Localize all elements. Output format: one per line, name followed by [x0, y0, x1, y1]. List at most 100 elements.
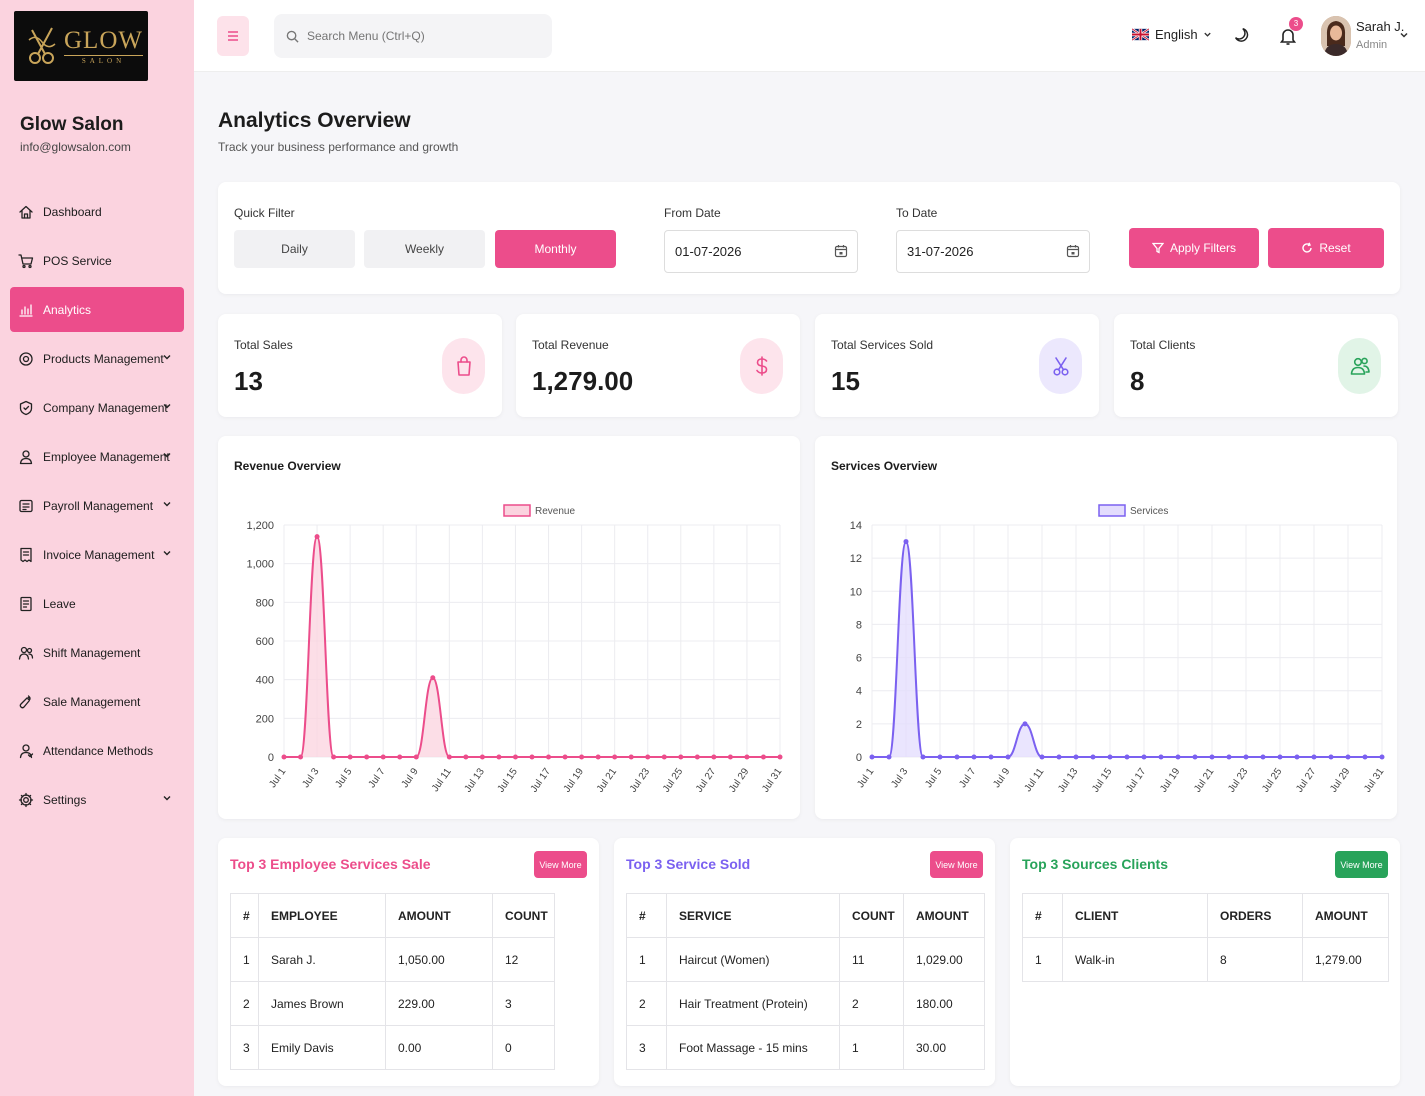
data-point — [1107, 754, 1113, 760]
brand-logo[interactable]: GLOW SALON — [14, 11, 148, 81]
table-row[interactable]: 2 Hair Treatment (Protein) 2 180.00 — [626, 981, 985, 1026]
sidebar-item-invoice-management[interactable]: Invoice Management — [10, 532, 184, 577]
data-point — [1243, 754, 1249, 760]
sidebar-item-label: Shift Management — [43, 645, 141, 660]
column-header[interactable]: EMPLOYEE — [258, 893, 386, 938]
filter-weekly-button[interactable]: Weekly — [364, 230, 485, 268]
x-tick-label: Jul 5 — [923, 766, 944, 790]
chevron-down-icon — [1203, 32, 1211, 37]
search-icon — [286, 30, 299, 43]
column-header[interactable]: SERVICE — [666, 893, 840, 938]
sidebar-item-pos-service[interactable]: POS Service — [10, 238, 184, 283]
chevron-down-icon — [163, 502, 171, 507]
data-point — [281, 754, 287, 760]
notification-bell-icon[interactable] — [1278, 26, 1298, 46]
table-row[interactable]: 2 James Brown 229.00 3 — [230, 981, 555, 1026]
filter-daily-button[interactable]: Daily — [234, 230, 355, 268]
table-row[interactable]: 1 Walk-in 8 1,279.00 — [1022, 937, 1389, 982]
table-title: Top 3 Sources Clients — [1022, 856, 1168, 872]
sidebar-item-dashboard[interactable]: Dashboard — [10, 189, 184, 234]
column-header[interactable]: # — [230, 893, 259, 938]
x-tick-label: Jul 13 — [463, 766, 488, 795]
search-input[interactable] — [307, 29, 527, 43]
sidebar-item-sale-management[interactable]: Sale Management — [10, 679, 184, 724]
table-cell: 180.00 — [903, 981, 985, 1026]
scissors-logo-icon — [28, 27, 56, 64]
table-cell: 30.00 — [903, 1025, 985, 1070]
sidebar-item-settings[interactable]: Settings — [10, 777, 184, 822]
home-icon — [19, 205, 33, 219]
calendar-icon[interactable] — [1066, 244, 1080, 258]
y-tick-label: 1,000 — [246, 559, 274, 571]
table-row[interactable]: 1 Haircut (Women) 11 1,029.00 — [626, 937, 985, 982]
chart-title: Services Overview — [831, 459, 938, 473]
column-header[interactable]: COUNT — [492, 893, 555, 938]
view-more-button[interactable]: View More — [1335, 851, 1388, 878]
from-date-input[interactable]: 01-07-2026 — [664, 230, 858, 273]
user-menu-chevron-icon[interactable] — [1399, 30, 1409, 40]
sidebar-item-analytics[interactable]: Analytics — [10, 287, 184, 332]
view-more-button[interactable]: View More — [930, 851, 983, 878]
y-tick-label: 12 — [850, 553, 862, 565]
dark-mode-icon[interactable] — [1232, 26, 1250, 44]
x-tick-label: Jul 9 — [400, 766, 421, 790]
sidebar-item-attendance-methods[interactable]: Attendance Methods — [10, 728, 184, 773]
data-point — [661, 754, 667, 760]
reset-button[interactable]: Reset — [1268, 228, 1384, 268]
stat-card-total-services-sold: Total Services Sold 15 — [815, 314, 1099, 417]
column-header[interactable]: COUNT — [839, 893, 904, 938]
sidebar-item-payroll-management[interactable]: Payroll Management — [10, 483, 184, 528]
user-avatar-icon — [1321, 16, 1351, 56]
column-header[interactable]: AMOUNT — [903, 893, 985, 938]
x-tick-label: Jul 21 — [1192, 766, 1217, 795]
filter-monthly-button[interactable]: Monthly — [495, 230, 616, 268]
sidebar-item-label: Employee Management — [43, 449, 170, 464]
column-header[interactable]: CLIENT — [1062, 893, 1208, 938]
dollar-icon — [755, 356, 767, 376]
data-point — [1294, 754, 1300, 760]
table-row[interactable]: 3 Foot Massage - 15 mins 1 30.00 — [626, 1025, 985, 1070]
stat-value: 13 — [234, 366, 263, 396]
x-tick-label: Jul 19 — [1158, 766, 1183, 795]
sidebar-item-employee-management[interactable]: Employee Management — [10, 434, 184, 479]
to-date-input[interactable]: 31-07-2026 — [896, 230, 1090, 273]
data-point — [298, 754, 304, 760]
column-header[interactable]: # — [1022, 893, 1063, 938]
menu-toggle-button[interactable] — [217, 16, 249, 56]
calendar-icon[interactable] — [834, 244, 848, 258]
language-selector[interactable]: English — [1132, 27, 1212, 42]
table-row[interactable]: 3 Emily Davis 0.00 0 — [230, 1025, 555, 1070]
apply-filters-button[interactable]: Apply Filters — [1129, 228, 1259, 268]
x-tick-label: Jul 15 — [496, 766, 521, 795]
column-header[interactable]: ORDERS — [1207, 893, 1303, 938]
data-table: # SERVICE COUNT AMOUNT 1 Haircut (Women) 11 1,0… — [626, 893, 985, 1070]
table-cell: Sarah J. — [258, 937, 386, 982]
sidebar-item-company-management[interactable]: Company Management — [10, 385, 184, 430]
column-header[interactable]: AMOUNT — [385, 893, 493, 938]
x-tick-label: Jul 7 — [957, 766, 978, 790]
data-point — [446, 754, 452, 760]
y-tick-label: 0 — [856, 752, 862, 764]
column-header[interactable]: AMOUNT — [1302, 893, 1389, 938]
sidebar-item-label: Dashboard — [43, 204, 102, 219]
chart-icon — [19, 303, 33, 317]
column-header[interactable]: # — [626, 893, 667, 938]
sidebar-item-label: Payroll Management — [43, 498, 154, 513]
view-more-button[interactable]: View More — [534, 851, 587, 878]
language-label: English — [1155, 27, 1198, 42]
data-point — [1175, 754, 1181, 760]
search-box[interactable] — [274, 14, 552, 58]
x-tick-label: Jul 29 — [727, 766, 752, 795]
data-point — [579, 754, 585, 760]
sidebar-item-products-management[interactable]: Products Management — [10, 336, 184, 381]
product-icon — [19, 351, 33, 366]
sidebar-item-leave[interactable]: Leave — [10, 581, 184, 626]
avatar[interactable] — [1321, 16, 1351, 56]
x-tick-label: Jul 3 — [300, 766, 321, 790]
table-row[interactable]: 1 Sarah J. 1,050.00 12 — [230, 937, 555, 982]
data-point — [1056, 754, 1062, 760]
sidebar-item-shift-management[interactable]: Shift Management — [10, 630, 184, 675]
x-tick-label: Jul 29 — [1328, 766, 1353, 795]
data-point — [479, 754, 485, 760]
users-icon — [1350, 357, 1370, 375]
